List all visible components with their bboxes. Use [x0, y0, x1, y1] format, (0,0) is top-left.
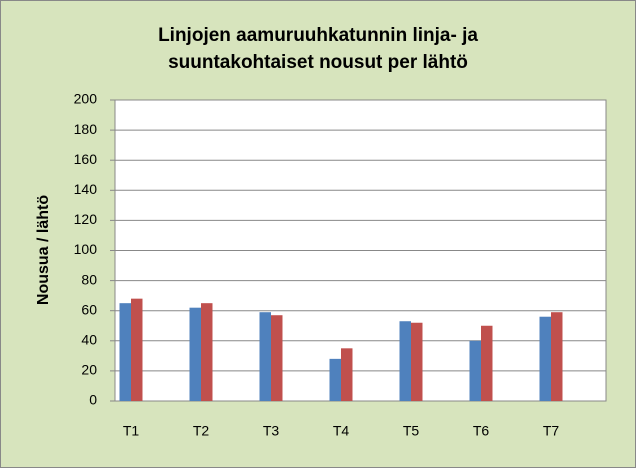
y-tick-label: 180	[74, 121, 98, 137]
bar	[399, 321, 411, 401]
chart-title: Linjojen aamuruuhkatunnin linja- ja	[158, 25, 478, 46]
y-tick-label: 100	[74, 241, 98, 257]
x-tick-label: T7	[543, 423, 560, 439]
bar	[551, 312, 563, 401]
bar	[189, 307, 201, 401]
bar	[201, 303, 213, 401]
y-tick-label: 80	[81, 271, 97, 287]
bar	[341, 348, 353, 401]
y-tick-label: 200	[74, 91, 98, 107]
y-tick-label: 140	[74, 181, 98, 197]
y-tick-label: 60	[81, 301, 97, 317]
y-tick-label: 40	[81, 332, 97, 348]
y-tick-label: 160	[74, 151, 98, 167]
chart-title: suuntakohtaiset nousut per lähtö	[168, 52, 468, 73]
bar	[259, 312, 271, 401]
y-tick-label: 0	[89, 392, 97, 408]
x-tick-label: T5	[403, 423, 420, 439]
y-tick-label: 120	[74, 211, 98, 227]
y-tick-label: 20	[81, 362, 97, 378]
bar	[539, 316, 551, 401]
y-axis-label: Nousua / lähtö	[35, 195, 52, 305]
x-tick-label: T3	[263, 423, 280, 439]
x-tick-label: T1	[123, 423, 140, 439]
bar	[411, 322, 423, 401]
bar	[481, 325, 493, 401]
bar	[329, 358, 341, 401]
bar	[271, 315, 283, 401]
x-tick-label: T6	[473, 423, 490, 439]
x-tick-label: T2	[193, 423, 210, 439]
bar	[119, 303, 131, 401]
x-tick-label: T4	[333, 423, 350, 439]
bar	[131, 298, 143, 401]
bar	[469, 340, 481, 401]
